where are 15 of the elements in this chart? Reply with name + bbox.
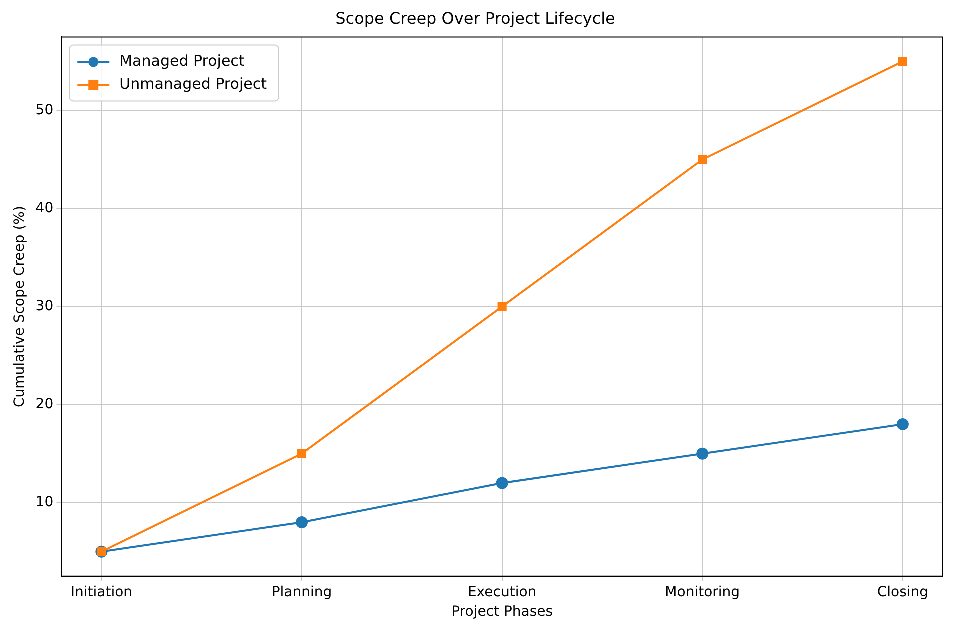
x-tick-label: Execution [468,584,537,600]
y-axis-title: Cumulative Scope Creep (%) [12,206,28,408]
y-tick-label: 40 [36,200,54,216]
legend-label: Managed Project [120,52,245,70]
chart-title: Scope Creep Over Project Lifecycle [336,8,616,28]
y-tick-label: 20 [36,396,54,412]
x-tick-label: Closing [877,584,929,600]
y-tick-label: 50 [36,102,54,118]
y-tick-label: 10 [36,494,54,511]
x-tick-label: Monitoring [665,584,740,600]
x-tick-label: Planning [272,584,332,600]
y-tick-label: 30 [36,298,54,314]
x-tick-label: Initiation [70,584,133,600]
x-axis-title: Project Phases [452,604,554,620]
legend-label: Unmanaged Project [120,75,268,94]
